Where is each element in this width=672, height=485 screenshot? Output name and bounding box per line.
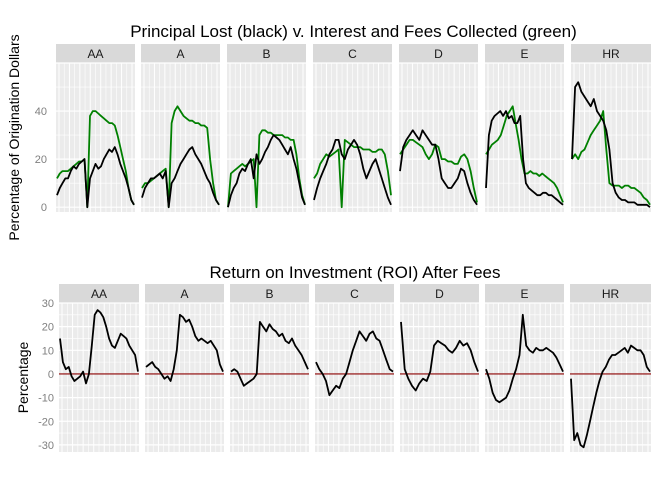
chart-2: Return on Investment (ROI) After Fees Per… <box>15 263 651 452</box>
series-line-interest <box>227 129 306 209</box>
facet-strip <box>145 284 224 303</box>
series-line-principal <box>571 81 651 208</box>
y-tick-label: 30 <box>42 298 54 310</box>
facet-strip <box>230 284 309 303</box>
series-line-principal <box>141 146 220 209</box>
facet-label: AA <box>87 47 103 61</box>
y-tick-label: 10 <box>42 345 54 357</box>
series-line-principal <box>56 146 135 209</box>
y-tick-label: -20 <box>38 416 54 428</box>
facet-A: A <box>145 284 224 452</box>
facet-A: A <box>141 44 220 212</box>
series-line-roi <box>59 309 139 385</box>
facet-HR: HR <box>570 284 651 452</box>
y-axis-label: Percentage of Origination Dollars <box>6 34 22 240</box>
y-axis-label: Percentage <box>15 341 31 413</box>
series-line-roi <box>230 320 309 387</box>
facet-strip <box>315 284 394 303</box>
facet-label: D <box>434 47 443 61</box>
facet-strip <box>485 284 564 303</box>
facet-strip <box>56 44 135 63</box>
facet-C: C <box>313 44 392 212</box>
facet-label: E <box>520 47 528 61</box>
facet-strip <box>141 44 220 63</box>
facet-label: C <box>350 287 359 301</box>
facet-strip <box>313 44 392 63</box>
facet-label: A <box>180 287 188 301</box>
series-line-principal <box>399 129 478 206</box>
series-line-interest <box>399 138 478 203</box>
facet-AA: AA <box>56 44 135 212</box>
facet-label: D <box>435 287 444 301</box>
facet-strip <box>571 44 651 63</box>
series-line-principal <box>227 134 306 208</box>
facet-label: C <box>348 47 357 61</box>
series-line-roi <box>570 344 651 449</box>
chart-title: Return on Investment (ROI) After Fees <box>209 263 500 282</box>
chart-title: Principal Lost (black) v. Interest and F… <box>130 22 577 41</box>
series-line-interest <box>313 138 392 209</box>
facet-strip <box>570 284 651 303</box>
series-line-roi <box>315 330 394 397</box>
facet-strip <box>59 284 139 303</box>
facet-label: HR <box>602 287 620 301</box>
facet-D: D <box>399 44 478 212</box>
series-line-roi <box>400 321 479 392</box>
facet-label: HR <box>602 47 620 61</box>
y-tick-label: 0 <box>41 202 47 214</box>
facet-label: B <box>262 47 270 61</box>
facet-E: E <box>485 284 564 452</box>
facet-label: A <box>176 47 184 61</box>
facet-B: B <box>227 44 306 212</box>
facet-strip <box>399 44 478 63</box>
y-tick-label: -30 <box>38 440 54 452</box>
y-tick-label: 40 <box>35 106 47 118</box>
series-line-roi <box>485 313 564 404</box>
chart-1: Principal Lost (black) v. Interest and F… <box>6 22 651 241</box>
facet-AA: AA <box>59 284 139 452</box>
series-line-roi <box>145 313 224 382</box>
facet-strip <box>400 284 479 303</box>
facet-strip <box>227 44 306 63</box>
facet-D: D <box>400 284 479 452</box>
facet-strip <box>485 44 564 63</box>
facet-HR: HR <box>571 44 651 212</box>
series-line-principal <box>485 110 564 206</box>
y-tick-label: 20 <box>42 322 54 334</box>
y-tick-label: -10 <box>38 393 54 405</box>
y-tick-label: 0 <box>48 369 54 381</box>
y-tick-label: 20 <box>35 154 47 166</box>
facet-label: E <box>520 287 528 301</box>
facet-label: AA <box>91 287 107 301</box>
facet-C: C <box>315 284 394 452</box>
facet-E: E <box>485 44 564 212</box>
series-line-interest <box>56 110 135 209</box>
facet-label: B <box>265 287 273 301</box>
series-line-principal <box>313 138 392 206</box>
facet-B: B <box>230 284 309 452</box>
series-line-interest <box>571 110 651 206</box>
